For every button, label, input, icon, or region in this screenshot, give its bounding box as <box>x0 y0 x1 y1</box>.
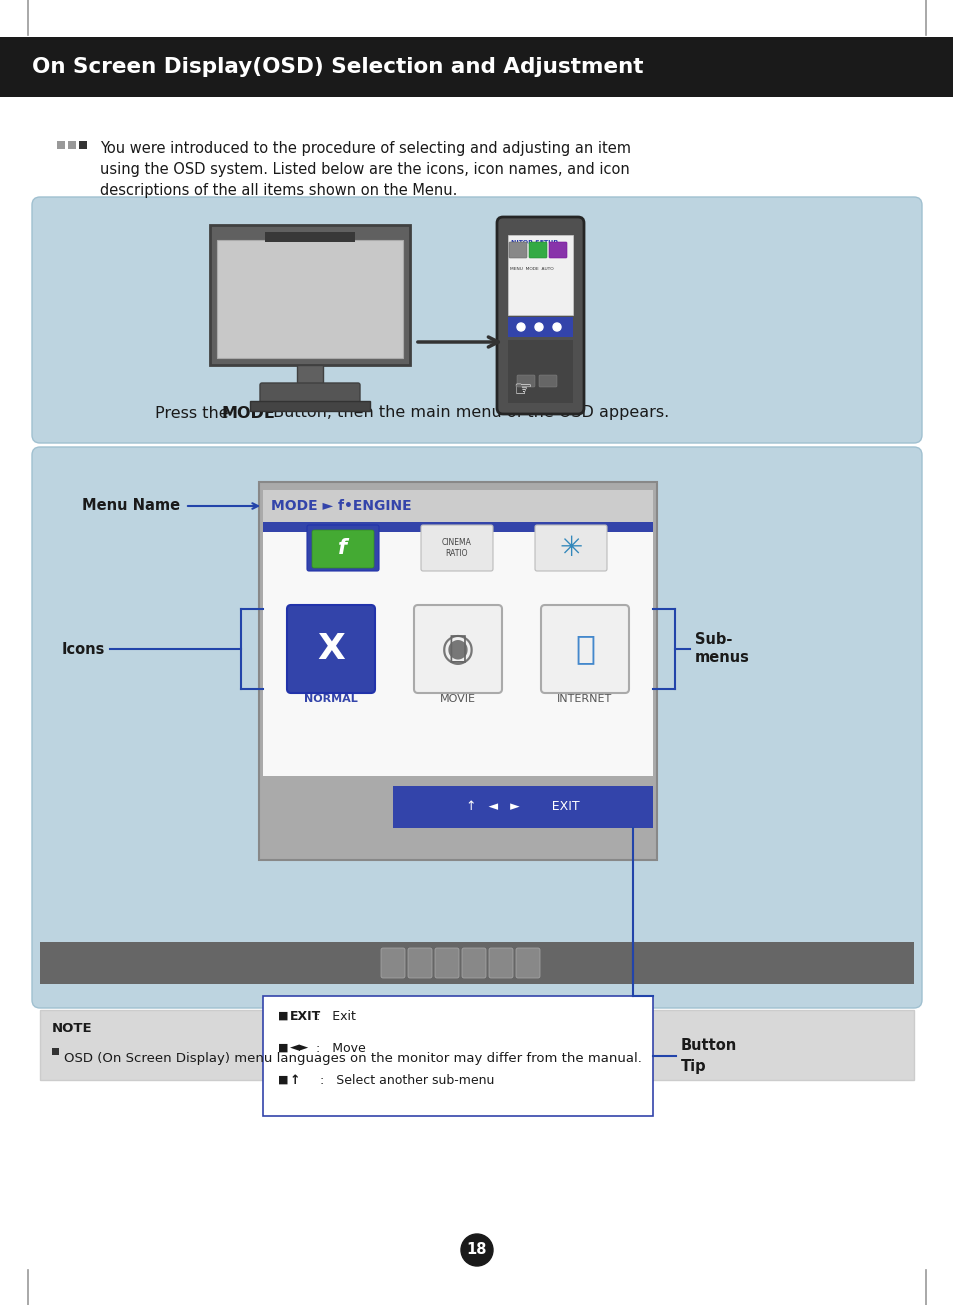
Text: Icons: Icons <box>62 642 105 656</box>
Text: NORMAL: NORMAL <box>304 694 357 703</box>
Text: using the OSD system. Listed below are the icons, icon names, and icon: using the OSD system. Listed below are t… <box>100 162 629 177</box>
Text: Button: Button <box>680 1039 737 1053</box>
FancyBboxPatch shape <box>408 947 432 977</box>
Text: On Screen Display(OSD) Selection and Adjustment: On Screen Display(OSD) Selection and Adj… <box>32 57 643 77</box>
FancyBboxPatch shape <box>516 947 539 977</box>
Text: You were introduced to the procedure of selecting and adjusting an item: You were introduced to the procedure of … <box>100 141 630 157</box>
Text: INTERNET: INTERNET <box>557 694 612 703</box>
Circle shape <box>517 324 524 331</box>
Text: :   Move: : Move <box>308 1041 365 1054</box>
Text: NITOR SETUP: NITOR SETUP <box>511 240 558 245</box>
Text: :   Select another sub-menu: : Select another sub-menu <box>308 1074 494 1087</box>
Text: f: f <box>338 538 347 559</box>
Bar <box>57 141 65 149</box>
FancyBboxPatch shape <box>509 241 526 258</box>
Text: 🌐: 🌐 <box>575 633 595 666</box>
Text: ↑   ◄   ►        EXIT: ↑ ◄ ► EXIT <box>466 800 579 813</box>
Text: :   Exit: : Exit <box>308 1010 355 1023</box>
Text: 🎬: 🎬 <box>449 634 467 663</box>
FancyBboxPatch shape <box>540 606 628 693</box>
FancyBboxPatch shape <box>497 217 583 414</box>
Text: ✳: ✳ <box>558 534 582 562</box>
FancyBboxPatch shape <box>307 525 378 572</box>
Text: descriptions of the all items shown on the Menu.: descriptions of the all items shown on t… <box>100 183 456 198</box>
Text: MODE ► f•ENGINE: MODE ► f•ENGINE <box>271 499 411 513</box>
Text: Menu Name: Menu Name <box>82 499 180 513</box>
Bar <box>258 482 657 860</box>
Text: Button, then the main menu of the OSD appears.: Button, then the main menu of the OSD ap… <box>268 406 669 420</box>
Text: Sub-: Sub- <box>695 633 732 647</box>
Text: EXIT: EXIT <box>290 1010 321 1023</box>
FancyBboxPatch shape <box>210 224 410 365</box>
Text: X: X <box>316 632 345 666</box>
Circle shape <box>535 324 542 331</box>
FancyBboxPatch shape <box>32 448 921 1007</box>
FancyBboxPatch shape <box>529 241 546 258</box>
FancyBboxPatch shape <box>260 382 359 405</box>
Text: MENU  MODE  AUTO: MENU MODE AUTO <box>510 268 553 271</box>
Circle shape <box>460 1235 493 1266</box>
Bar <box>507 341 573 403</box>
FancyBboxPatch shape <box>420 525 493 572</box>
Bar <box>0 37 953 97</box>
FancyBboxPatch shape <box>312 530 374 568</box>
Bar <box>507 317 573 337</box>
FancyBboxPatch shape <box>414 606 501 693</box>
FancyBboxPatch shape <box>435 947 458 977</box>
Text: Tip: Tip <box>680 1058 706 1074</box>
Bar <box>265 232 355 241</box>
FancyBboxPatch shape <box>538 375 557 388</box>
Circle shape <box>553 324 560 331</box>
Bar <box>263 522 652 574</box>
Text: ↑: ↑ <box>290 1074 300 1087</box>
Bar <box>52 1048 59 1054</box>
Bar <box>393 786 652 827</box>
Text: ◄►: ◄► <box>290 1041 309 1054</box>
FancyBboxPatch shape <box>32 197 921 442</box>
Bar <box>79 141 87 149</box>
Text: OSD (On Screen Display) menu languages on the monitor may differ from the manual: OSD (On Screen Display) menu languages o… <box>64 1052 641 1065</box>
Text: ☞: ☞ <box>513 380 531 401</box>
Bar <box>507 235 573 315</box>
Text: 18: 18 <box>466 1242 487 1258</box>
Bar <box>40 942 913 984</box>
Text: MODE: MODE <box>222 406 275 420</box>
Bar <box>250 401 370 411</box>
FancyBboxPatch shape <box>517 375 535 388</box>
FancyBboxPatch shape <box>287 606 375 693</box>
FancyBboxPatch shape <box>380 947 405 977</box>
Text: Press the: Press the <box>154 406 233 420</box>
Bar <box>263 532 652 776</box>
Bar <box>68 141 76 149</box>
Bar <box>263 489 652 522</box>
Text: MOVIE: MOVIE <box>439 694 476 703</box>
Bar <box>216 240 402 358</box>
FancyBboxPatch shape <box>489 947 513 977</box>
Text: ■: ■ <box>277 1011 288 1021</box>
FancyBboxPatch shape <box>263 996 652 1116</box>
FancyBboxPatch shape <box>548 241 566 258</box>
Text: NOTE: NOTE <box>52 1022 92 1035</box>
Text: CINEMA
RATIO: CINEMA RATIO <box>441 538 472 559</box>
Text: ■: ■ <box>277 1075 288 1084</box>
Text: menus: menus <box>695 650 749 666</box>
FancyBboxPatch shape <box>461 947 485 977</box>
Text: ■: ■ <box>277 1043 288 1053</box>
Bar <box>296 365 323 388</box>
FancyBboxPatch shape <box>535 525 606 572</box>
Bar <box>40 1010 913 1081</box>
Text: ◉: ◉ <box>440 630 475 668</box>
